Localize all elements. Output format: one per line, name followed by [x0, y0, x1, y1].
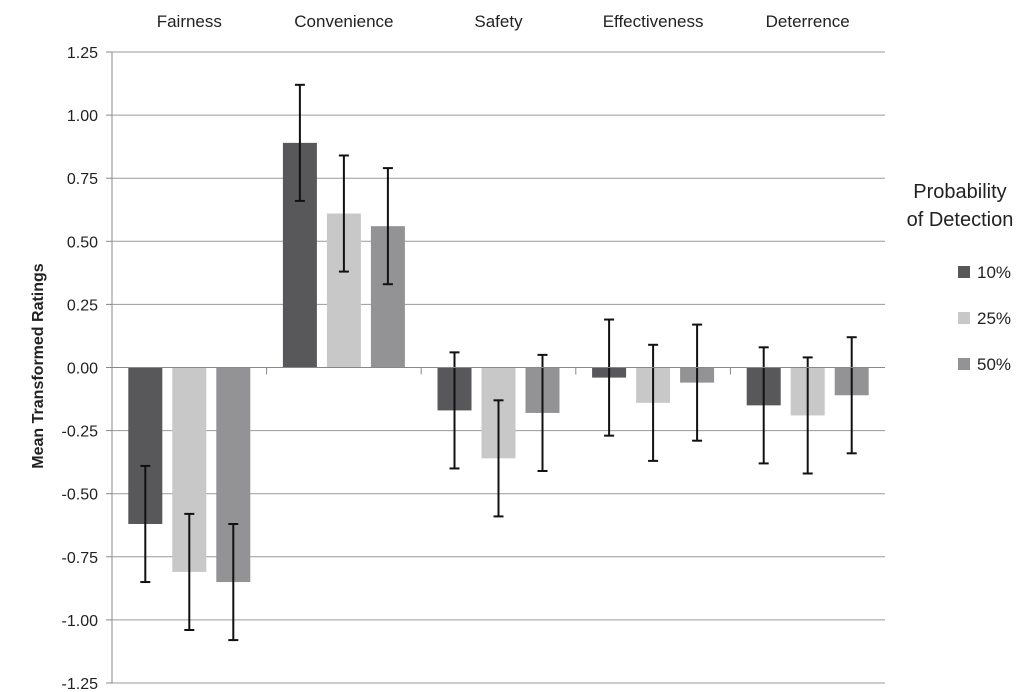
legend: Probability of Detection 10% 25% 50% [907, 181, 1014, 374]
legend-label: 25% [977, 309, 1011, 328]
category-label: Safety [474, 12, 523, 31]
category-label: Deterrence [766, 12, 850, 31]
y-tick-label: -0.25 [62, 424, 99, 441]
legend-swatch [958, 358, 970, 370]
legend-swatch [958, 266, 970, 278]
y-tick-label: 1.00 [67, 108, 98, 125]
legend-label: 10% [977, 263, 1011, 282]
category-label: Effectiveness [603, 12, 704, 31]
y-tick-labels: 1.25 1.00 0.75 0.50 0.25 0.00 -0.25 -0.50 -0.75 -… [62, 45, 99, 692]
y-tick-label: 0.25 [67, 297, 98, 314]
legend-label: 50% [977, 355, 1011, 374]
y-axis-title: Mean Transformed Ratings [30, 263, 47, 468]
y-tick-label: 0.00 [67, 361, 98, 378]
y-tick-label: -1.00 [62, 613, 99, 630]
category-label: Convenience [294, 12, 393, 31]
category-label: Fairness [157, 12, 222, 31]
y-tick-label: -0.75 [62, 550, 99, 567]
category-labels: Fairness Convenience Safety Effectiveness De… [157, 12, 850, 31]
y-tick-label: -1.25 [62, 676, 99, 692]
y-tick-label: -0.50 [62, 487, 99, 504]
legend-swatch [958, 312, 970, 324]
legend-title: of Detection [907, 209, 1014, 231]
y-tick-label: 0.75 [67, 171, 98, 188]
axes [106, 51, 885, 684]
error-bars [140, 83, 857, 642]
y-tick-label: 1.25 [67, 45, 98, 62]
legend-title: Probability [913, 181, 1006, 203]
y-tick-label: 0.50 [67, 234, 98, 251]
